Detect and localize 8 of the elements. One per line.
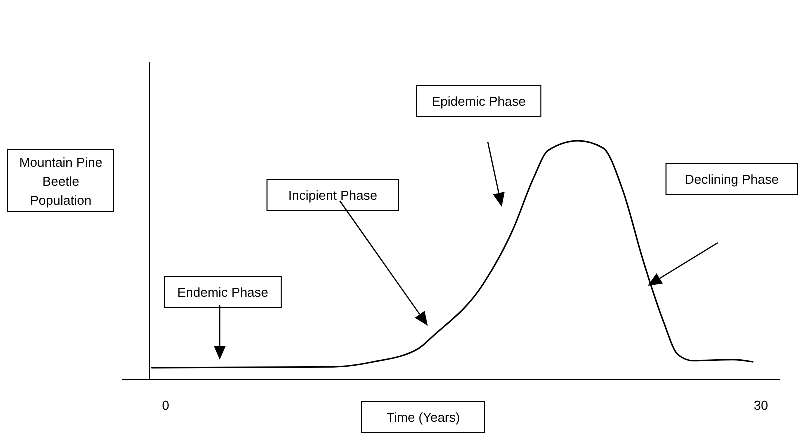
annotation: Incipient Phase xyxy=(288,188,378,203)
annotation: Endemic Phase xyxy=(177,285,269,300)
x-tick-label: 30 xyxy=(754,398,768,413)
x-axis-title: Time (Years) xyxy=(386,410,460,425)
annotation: Declining Phase xyxy=(685,172,779,187)
y-axis-title: Mountain Pine Beetle Population xyxy=(19,155,103,208)
text: Epidemic Phase xyxy=(432,94,526,109)
x-tick-label: 0 xyxy=(162,398,170,413)
